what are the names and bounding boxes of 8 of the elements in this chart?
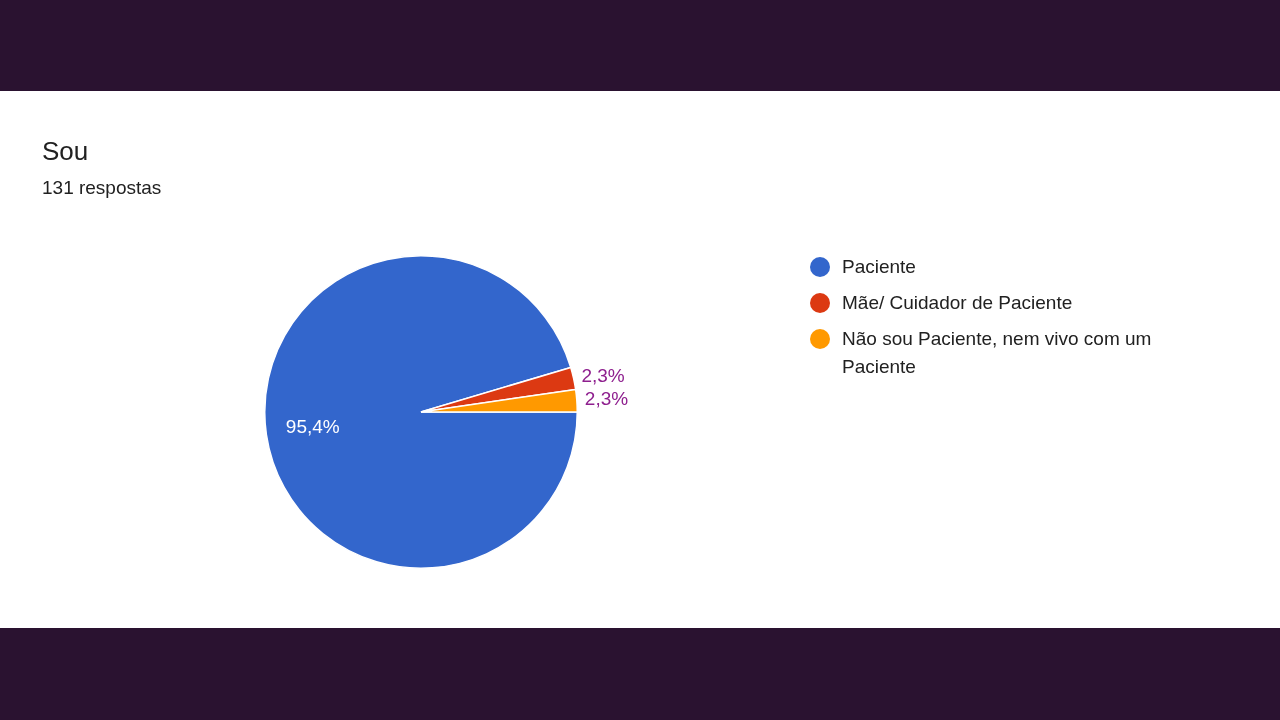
data-label: 2,3% — [581, 364, 625, 386]
legend-label: Mãe/ Cuidador de Paciente — [842, 291, 1073, 315]
legend-label: Não sou Paciente, nem vivo com um Paciente — [842, 327, 1153, 379]
legend-label: Paciente — [842, 255, 916, 279]
data-label: 2,3% — [584, 388, 629, 410]
data-label: 95,4% — [285, 415, 340, 437]
chart-title: Sou — [42, 136, 89, 167]
text: 131 respostas — [42, 177, 162, 199]
